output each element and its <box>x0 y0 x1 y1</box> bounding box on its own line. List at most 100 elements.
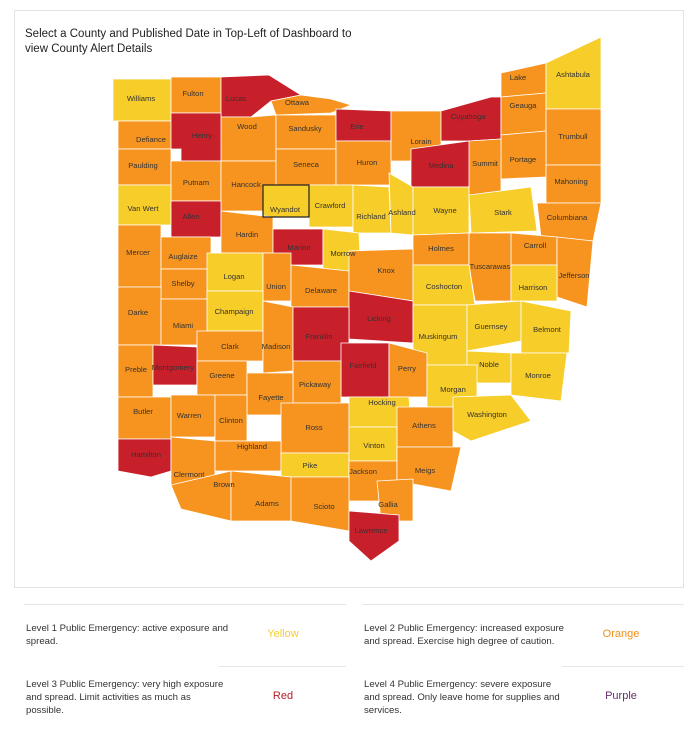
county-label-guernsey: Guernsey <box>475 322 508 331</box>
county-label-montgomery: Montgomery <box>152 363 194 372</box>
county-label-miami: Miami <box>173 321 194 330</box>
county-label-seneca: Seneca <box>293 160 320 169</box>
county-label-marion: Marion <box>287 243 310 252</box>
county-label-licking: Licking <box>367 314 391 323</box>
county-label-noble: Noble <box>479 360 499 369</box>
county-madison[interactable] <box>262 300 294 374</box>
legend-level-3-label: Red <box>272 690 294 702</box>
county-label-summit: Summit <box>472 159 499 168</box>
county-label-pickaway: Pickaway <box>299 380 331 389</box>
county-butler[interactable] <box>117 396 172 440</box>
county-label-union: Union <box>266 282 286 291</box>
county-label-highland: Highland <box>237 442 267 451</box>
county-label-fulton: Fulton <box>182 89 203 98</box>
county-label-erie: Erie <box>350 122 364 131</box>
county-label-crawford: Crawford <box>315 201 346 210</box>
legend-divider <box>219 666 346 667</box>
legend-level-3-description: Level 3 Public Emergency: very high expo… <box>26 679 224 716</box>
county-label-ross: Ross <box>305 423 323 432</box>
instructions-text: Select a County and Published Date in To… <box>25 28 352 55</box>
county-tuscarawas[interactable] <box>468 232 512 302</box>
county-label-cuyahoga: Cuyahoga <box>451 112 486 121</box>
county-label-champaign: Champaign <box>215 307 254 316</box>
county-label-henry: Henry <box>192 131 212 140</box>
county-monroe[interactable] <box>510 352 568 402</box>
county-label-van-wert: Van Wert <box>128 204 160 213</box>
county-label-hamilton: Hamilton <box>131 450 161 459</box>
county-label-lawrence: Lawrence <box>355 526 388 535</box>
county-label-shelby: Shelby <box>171 279 194 288</box>
county-adams[interactable] <box>230 470 292 522</box>
county-richland[interactable] <box>352 184 392 234</box>
county-label-portage: Portage <box>510 155 537 164</box>
county-label-perry: Perry <box>398 364 416 373</box>
county-label-warren: Warren <box>177 411 202 420</box>
county-label-defiance: Defiance <box>136 135 166 144</box>
county-label-clermont: Clermont <box>174 470 206 479</box>
county-label-knox: Knox <box>377 266 395 275</box>
county-label-ottawa: Ottawa <box>285 98 310 107</box>
county-label-lucas: Lucas <box>226 94 246 103</box>
county-label-preble: Preble <box>125 365 147 374</box>
county-stark[interactable] <box>468 186 538 234</box>
county-label-allen: Allen <box>183 212 200 221</box>
county-label-holmes: Holmes <box>428 244 454 253</box>
county-label-delaware: Delaware <box>305 286 337 295</box>
county-columbiana[interactable] <box>536 202 602 242</box>
county-hamilton[interactable] <box>117 438 172 478</box>
county-label-lorain: Lorain <box>410 137 431 146</box>
ohio-county-map[interactable]: Williams Fulton Lucas Ottawa Wood Sandusky Eri… <box>15 11 683 587</box>
county-label-ashtabula: Ashtabula <box>556 70 591 79</box>
county-label-coshocton: Coshocton <box>426 282 462 291</box>
legend-level-2-label: Orange <box>602 628 640 640</box>
county-label-mercer: Mercer <box>126 248 150 257</box>
county-label-hardin: Hardin <box>236 230 258 239</box>
county-gallia[interactable] <box>376 478 414 522</box>
map-panel: Select a County and Published Date in To… <box>14 10 684 588</box>
county-label-athens: Athens <box>412 421 436 430</box>
county-belmont[interactable] <box>520 300 572 354</box>
county-label-trumbull: Trumbull <box>558 132 588 141</box>
county-label-franklin: Franklin <box>305 332 332 341</box>
county-label-auglaize: Auglaize <box>168 252 197 261</box>
county-label-belmont: Belmont <box>533 325 562 334</box>
county-geauga[interactable] <box>500 92 547 136</box>
legend-level-1-label: Yellow <box>267 628 299 640</box>
county-label-madison: Madison <box>262 342 291 351</box>
legend-divider <box>362 604 684 605</box>
county-label-washington: Washington <box>467 410 507 419</box>
county-label-butler: Butler <box>133 407 153 416</box>
county-label-jackson: Jackson <box>349 467 377 476</box>
county-harrison[interactable] <box>510 264 558 302</box>
county-label-ashland: Ashland <box>388 208 415 217</box>
county-label-carroll: Carroll <box>524 241 547 250</box>
county-label-adams: Adams <box>255 499 279 508</box>
county-label-pike: Pike <box>303 461 318 470</box>
county-label-hocking: Hocking <box>368 398 395 407</box>
county-union[interactable] <box>262 252 292 302</box>
county-label-paulding: Paulding <box>128 161 158 170</box>
legend-level-1-description: Level 1 Public Emergency: active exposur… <box>26 623 229 647</box>
county-label-brown: Brown <box>213 480 235 489</box>
county-label-fairfield: Fairfield <box>349 361 376 370</box>
legend-level-2-description: Level 2 Public Emergency: increased expo… <box>364 623 564 647</box>
county-label-morgan: Morgan <box>440 385 466 394</box>
county-label-hancock: Hancock <box>231 180 261 189</box>
county-fairfield[interactable] <box>340 342 390 398</box>
county-label-clark: Clark <box>221 342 239 351</box>
county-label-monroe: Monroe <box>525 371 551 380</box>
county-ashland[interactable] <box>388 172 414 236</box>
county-label-richland: Richland <box>356 212 386 221</box>
county-label-darke: Darke <box>128 308 148 317</box>
county-label-mahoning: Mahoning <box>554 177 587 186</box>
county-label-wayne: Wayne <box>433 206 456 215</box>
county-label-logan: Logan <box>223 272 244 281</box>
county-label-williams: Williams <box>127 94 155 103</box>
county-label-scioto: Scioto <box>313 502 334 511</box>
legend-level-4-label: Purple <box>605 690 637 702</box>
county-label-wyandot: Wyandot <box>270 205 301 214</box>
county-lawrence[interactable] <box>348 510 400 562</box>
county-label-medina: Medina <box>429 161 455 170</box>
county-label-gallia: Gallia <box>378 500 398 509</box>
county-label-tuscarawas: Tuscarawas <box>470 262 511 271</box>
